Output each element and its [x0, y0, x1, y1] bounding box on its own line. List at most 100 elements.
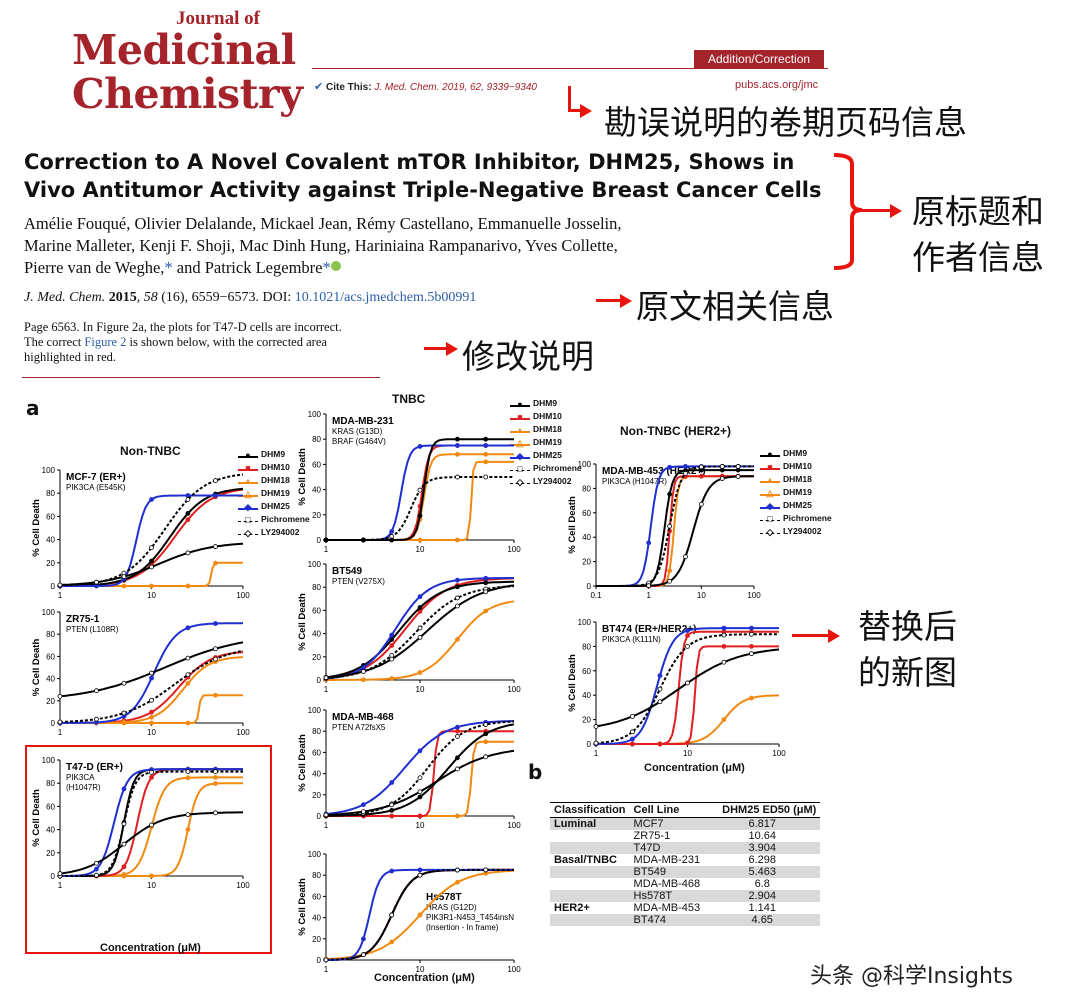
x-tick-label: 1	[324, 821, 329, 830]
y-axis-title: % Cell Death	[31, 639, 42, 697]
table-cell: Basal/TNBC	[554, 854, 617, 866]
data-point	[749, 631, 754, 637]
data-point	[483, 867, 489, 873]
corresponding-star[interactable]: *	[164, 258, 173, 277]
data-point	[685, 740, 690, 746]
legend-entry: ▲ DHM18	[760, 472, 832, 485]
corresponding-star[interactable]: *	[322, 258, 331, 277]
data-point	[323, 675, 329, 681]
data-point	[749, 625, 754, 631]
legend-marker: □	[238, 515, 258, 525]
data-point	[149, 583, 154, 589]
data-point	[455, 728, 460, 734]
y-tick-label: 80	[46, 779, 55, 788]
data-point	[630, 741, 635, 747]
table-row: Hs578T 2.904	[550, 890, 821, 902]
legend-marker: ▲	[510, 425, 530, 435]
y-tick-label: 20	[312, 791, 321, 800]
legend-label: DHM9	[533, 397, 558, 408]
figure-2-link[interactable]: Figure 2	[84, 335, 127, 349]
y-tick-label: 100	[42, 466, 56, 475]
legend-entry: □ Pichromene	[760, 511, 832, 524]
legend-entry: ● DHM9	[510, 396, 582, 409]
table-header-cell: DHM25 ED50 (μM)	[704, 802, 821, 818]
data-point	[685, 644, 690, 649]
y-tick-label: 80	[46, 630, 55, 639]
series-line	[596, 475, 755, 587]
y-tick-label: 0	[51, 872, 56, 881]
y-tick-label: 80	[312, 583, 321, 592]
legend-label: DHM18	[261, 474, 290, 485]
x-tick-label: 10	[416, 685, 425, 694]
y-tick-label: 80	[582, 642, 591, 651]
table-row: BT474 4.65	[550, 914, 821, 926]
data-point	[389, 676, 395, 681]
panel-subtitle: PTEN A72fsX5	[332, 723, 386, 732]
y-tick-label: 60	[582, 667, 591, 676]
y-tick-label: 100	[578, 618, 592, 627]
legend-entry: □ Pichromene	[238, 512, 310, 525]
data-point	[455, 595, 460, 601]
journal-url[interactable]: pubs.acs.org/jmc	[735, 79, 819, 91]
data-point	[667, 578, 673, 584]
figure-label-b: b	[528, 760, 543, 784]
panel-subtitle: PIK3CA (E545K)	[66, 483, 126, 492]
y-tick-label: 40	[312, 630, 321, 639]
data-point	[185, 769, 191, 775]
table-row: T47D 3.904	[550, 842, 821, 854]
x-tick-label: 1	[324, 965, 329, 974]
table-cell: 4.65	[704, 914, 821, 926]
data-point	[667, 464, 673, 470]
data-point	[149, 720, 154, 726]
legend-entry: ◆ DHM25	[760, 498, 832, 511]
y-tick-label: 40	[46, 536, 55, 545]
data-point	[483, 436, 489, 442]
data-point	[417, 775, 423, 781]
y-axis-title: % Cell Death	[297, 878, 308, 936]
orcid-icon[interactable]	[330, 261, 341, 271]
legend-label: Pichromene	[261, 513, 310, 524]
ed50-table: Classification Cell Line DHM25 ED50 (μM) L…	[550, 802, 821, 926]
x-tick-label: 100	[507, 965, 521, 974]
data-point	[185, 583, 191, 589]
annotation-title-note-1: 原标题和	[912, 192, 1044, 231]
y-tick-label: 0	[587, 740, 592, 749]
table-cell	[550, 842, 630, 854]
data-point	[455, 867, 460, 873]
y-tick-label: 100	[42, 608, 56, 617]
series-line	[596, 475, 754, 587]
data-point	[149, 822, 154, 828]
annotation-ref-note: 原文相关信息	[636, 287, 834, 326]
data-point	[698, 473, 704, 479]
legend-marker: △	[238, 489, 258, 499]
y-tick-label: 20	[312, 935, 321, 944]
legend-entry: ■ DHM10	[510, 409, 582, 422]
x-tick-label: 1	[58, 728, 63, 737]
panel-title: ZR75-1	[66, 614, 100, 625]
data-point	[213, 656, 218, 662]
y-tick-label: 0	[317, 812, 322, 821]
legend-1: ● DHM9 ■ DHM10 ▲ DHM18 △ DHM19 ◆ DHM25 □ Pichromene…	[238, 447, 310, 538]
y-tick-label: 100	[308, 560, 322, 569]
data-point	[417, 813, 423, 819]
data-point	[149, 873, 154, 879]
x-axis-title: Concentration (μM)	[374, 972, 475, 984]
x-tick-label: 1	[646, 591, 651, 600]
data-point	[417, 748, 423, 754]
x-tick-label: 100	[236, 881, 250, 890]
ref-doi-link[interactable]: 10.1021/acs.jmedchem.5b00991	[294, 290, 477, 305]
group-her2: Non-TNBC (HER2+)	[620, 424, 731, 438]
cite-text[interactable]: J. Med. Chem. 2019, 62, 9339−9340	[374, 82, 537, 93]
legend-marker: ◇	[760, 527, 780, 537]
data-point	[323, 957, 329, 963]
legend-marker: ▲	[238, 476, 258, 486]
y-tick-label: 20	[312, 653, 321, 662]
y-axis-title: % Cell Death	[297, 448, 308, 506]
article-title-line1: Correction to A Novel Covalent mTOR Inhi…	[24, 150, 795, 174]
table-cell: MDA-MB-231	[633, 854, 701, 866]
legend-label: DHM10	[783, 460, 812, 471]
table-header-cell: Classification	[550, 802, 630, 818]
check-circle-icon: ✔	[314, 81, 324, 93]
panel-title: MDA-MB-453 (HER2+)	[602, 466, 706, 477]
arrow-right-icon	[828, 629, 840, 643]
